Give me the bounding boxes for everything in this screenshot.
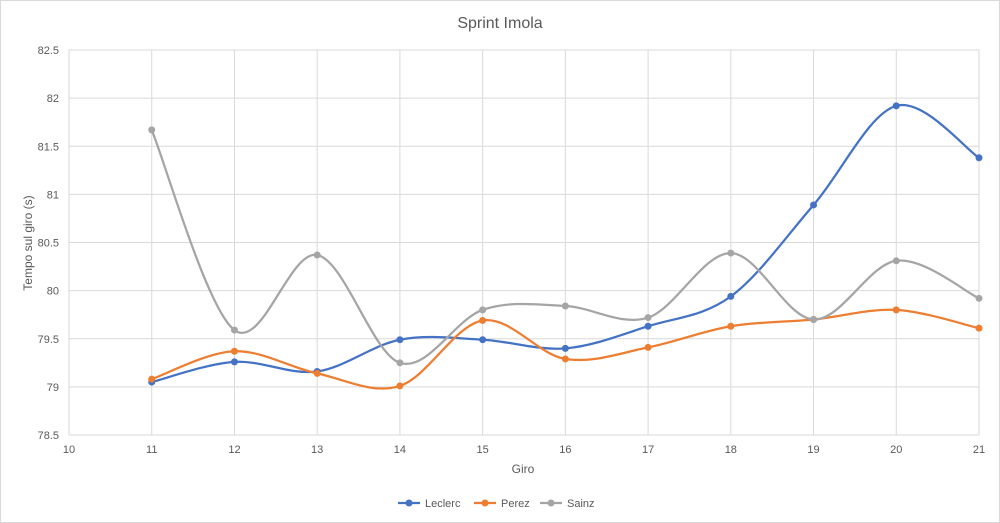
series-group <box>148 102 983 390</box>
x-tick-label: 18 <box>725 444 737 456</box>
legend-item-sainz: Sainz <box>540 498 595 510</box>
y-tick-label: 82.5 <box>38 45 59 57</box>
legend-item-leclerc: Leclerc <box>398 498 461 510</box>
data-point-sainz <box>892 257 900 265</box>
legend-label: Leclerc <box>425 498 461 510</box>
gridlines <box>68 49 980 436</box>
chart-title: Sprint Imola <box>457 15 542 32</box>
x-axis-ticks: 10 11 12 13 14 15 16 17 18 19 20 21 <box>63 444 985 456</box>
series-sainz <box>148 126 983 367</box>
data-point-leclerc <box>479 336 487 344</box>
data-point-sainz <box>975 294 983 302</box>
data-point-leclerc <box>561 344 569 352</box>
y-tick-label: 79 <box>47 382 59 394</box>
x-tick-label: 19 <box>807 444 819 456</box>
data-point-sainz <box>313 251 321 259</box>
data-point-leclerc <box>810 201 818 209</box>
data-point-leclerc <box>975 154 983 162</box>
y-tick-label: 80.5 <box>38 238 59 250</box>
data-point-sainz <box>810 316 818 323</box>
x-tick-label: 11 <box>146 444 157 456</box>
y-tick-label: 81.5 <box>38 141 59 153</box>
data-point-sainz <box>230 326 238 334</box>
legend-swatch-marker <box>405 499 413 507</box>
data-point-perez <box>230 347 238 355</box>
data-point-perez <box>644 343 652 351</box>
data-point-perez <box>561 355 569 363</box>
y-tick-label: 82 <box>47 93 59 105</box>
data-point-leclerc <box>396 336 404 344</box>
data-point-perez <box>892 306 900 314</box>
y-axis-ticks: 78.5 79 79.5 80 80.5 81 81.5 82 82.5 <box>38 45 59 442</box>
legend-label: Perez <box>501 498 530 510</box>
data-point-leclerc <box>727 292 735 300</box>
series-line-leclerc <box>151 103 980 384</box>
data-point-sainz <box>561 302 569 310</box>
legend-label: Sainz <box>567 498 595 510</box>
data-point-sainz <box>148 126 156 134</box>
y-tick-label: 78.5 <box>38 430 59 442</box>
x-tick-label: 10 <box>63 444 75 456</box>
data-point-sainz <box>396 359 404 367</box>
series-line-sainz <box>150 129 980 365</box>
x-tick-label: 21 <box>973 444 985 456</box>
legend-swatch-marker <box>481 499 489 507</box>
x-tick-label: 20 <box>890 444 902 456</box>
x-axis-title: Giro <box>512 462 535 476</box>
y-axis-title: Tempo sul giro (s) <box>21 195 35 290</box>
data-point-perez <box>148 375 156 383</box>
data-point-leclerc <box>644 322 652 330</box>
data-point-perez <box>975 324 983 332</box>
y-tick-label: 79.5 <box>38 334 59 346</box>
legend-item-perez: Perez <box>474 498 530 510</box>
y-tick-label: 80 <box>47 286 59 298</box>
data-point-perez <box>396 382 404 390</box>
x-tick-label: 13 <box>311 444 323 456</box>
x-tick-label: 15 <box>477 444 489 456</box>
data-point-sainz <box>479 306 487 314</box>
data-point-leclerc <box>230 358 238 366</box>
x-tick-label: 17 <box>642 444 654 456</box>
x-tick-label: 16 <box>559 444 571 456</box>
x-tick-label: 14 <box>394 444 406 456</box>
legend: Leclerc Perez Sainz <box>398 498 595 510</box>
data-point-perez <box>313 369 321 377</box>
data-point-perez <box>479 316 487 324</box>
data-point-perez <box>727 322 735 330</box>
data-point-sainz <box>644 314 652 322</box>
x-tick-label: 12 <box>228 444 240 456</box>
legend-swatch-marker <box>547 499 555 507</box>
data-point-sainz <box>727 249 735 257</box>
data-point-leclerc <box>892 102 900 110</box>
y-tick-label: 81 <box>47 189 59 201</box>
